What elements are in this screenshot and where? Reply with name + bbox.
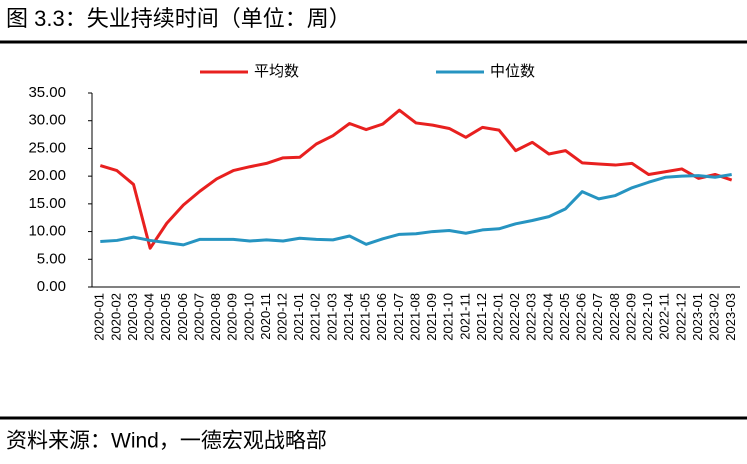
x-tick-label: 2022-07: [590, 293, 605, 341]
y-tick-label: 0.00: [37, 278, 66, 295]
legend-label: 平均数: [254, 63, 299, 80]
y-tick-label: 10.00: [28, 223, 66, 240]
x-tick-label: 2022-02: [507, 293, 522, 341]
x-tick-label: 2023-02: [707, 293, 722, 341]
source: 资料来源：Wind，一德宏观战略部: [6, 430, 327, 453]
x-tick-label: 2023-03: [723, 293, 738, 341]
x-tick-label: 2020-10: [241, 293, 256, 341]
x-tick-label: 2020-06: [175, 293, 190, 341]
x-tick-label: 2020-12: [275, 293, 290, 341]
x-tick-label: 2021-10: [441, 293, 456, 341]
x-tick-label: 2021-07: [391, 293, 406, 341]
x-tick-label: 2021-05: [358, 293, 373, 341]
x-tick-label: 2021-11: [457, 293, 472, 340]
x-tick-label: 2022-05: [557, 293, 572, 341]
x-tick-label: 2021-09: [424, 293, 439, 341]
x-tick-label: 2020-11: [258, 293, 273, 340]
x-tick-label: 2021-03: [324, 293, 339, 341]
series-line: [100, 173, 732, 247]
x-tick-label: 2020-09: [225, 293, 240, 341]
x-tick-label: 2020-05: [158, 293, 173, 341]
y-tick-label: 15.00: [28, 195, 66, 212]
x-tick-label: 2022-03: [524, 293, 539, 341]
chart-title: 图 3.3：失业持续时间（单位：周）: [6, 6, 351, 31]
x-tick-label: 2020-07: [191, 293, 206, 341]
x-tick-label: 2021-06: [374, 293, 389, 341]
x-tick-label: 2023-01: [690, 293, 705, 341]
legend-label: 中位数: [490, 63, 535, 80]
x-tick-label: 2022-10: [640, 293, 655, 341]
x-tick-label: 2021-04: [341, 293, 356, 341]
series-line: [99, 108, 733, 250]
y-tick-label: 35.00: [28, 84, 66, 101]
x-tick-label: 2021-01: [291, 293, 306, 341]
x-tick-label: 2022-06: [574, 293, 589, 341]
y-tick-label: 25.00: [28, 139, 66, 156]
x-tick-label: 2020-01: [92, 293, 107, 341]
x-tick-label: 2022-11: [657, 293, 672, 340]
x-tick-label: 2020-02: [108, 293, 123, 341]
x-tick-label: 2021-12: [474, 293, 489, 341]
x-tick-label: 2020-08: [208, 293, 223, 341]
y-tick-label: 5.00: [37, 250, 66, 267]
x-tick-label: 2021-02: [308, 293, 323, 341]
x-tick-label: 2022-12: [673, 293, 688, 341]
x-tick-label: 2022-04: [540, 293, 555, 341]
x-tick-label: 2020-04: [142, 293, 157, 341]
y-tick-label: 30.00: [28, 112, 66, 129]
y-tick-label: 20.00: [28, 167, 66, 184]
x-tick-label: 2022-08: [607, 293, 622, 341]
x-tick-label: 2022-01: [491, 293, 506, 341]
x-tick-label: 2020-03: [125, 293, 140, 341]
x-tick-label: 2022-09: [623, 293, 638, 341]
x-tick-label: 2021-08: [407, 293, 422, 341]
